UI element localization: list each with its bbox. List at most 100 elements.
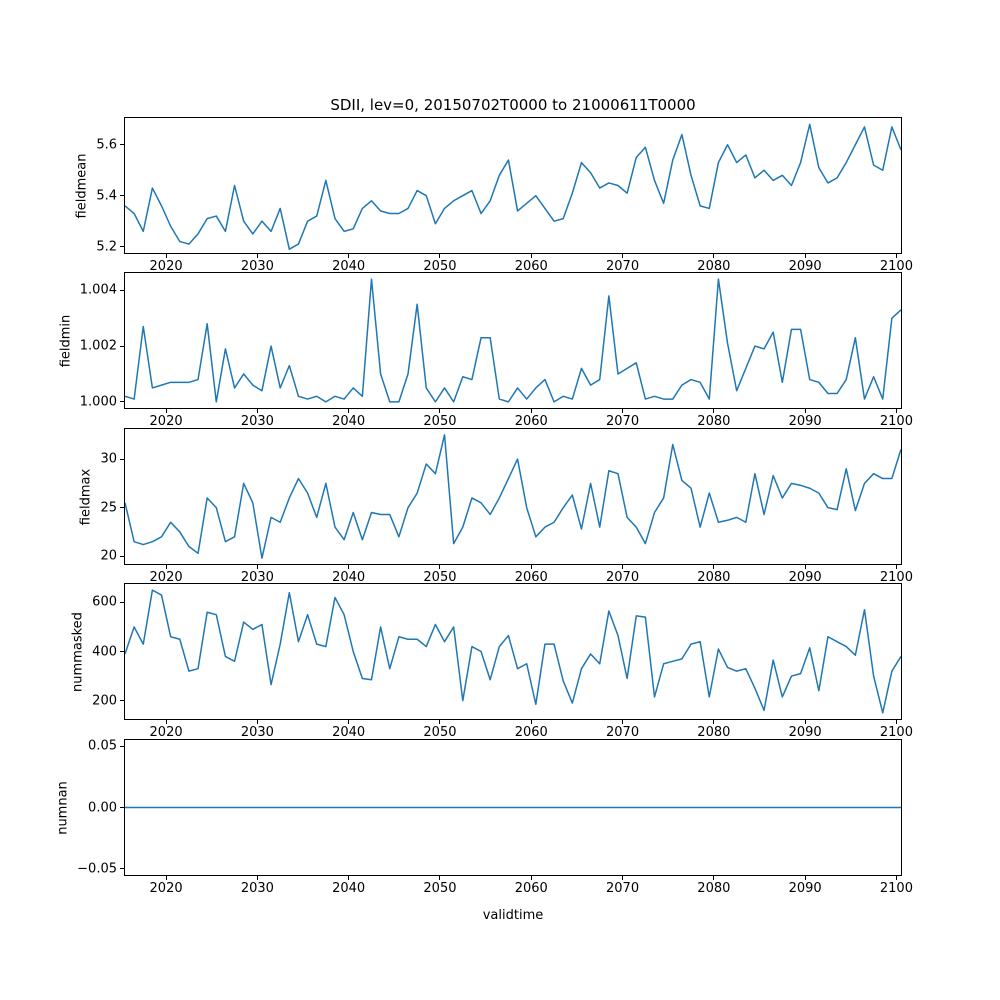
x-tick-mark xyxy=(439,254,441,258)
y-axis-label-fieldmax: fieldmax xyxy=(78,468,94,525)
x-tick-mark xyxy=(622,565,624,569)
x-tick-mark xyxy=(530,876,532,880)
x-tick-label: 2080 xyxy=(697,414,731,429)
x-tick-label: 2050 xyxy=(423,259,457,274)
axes-fieldmin xyxy=(124,272,902,409)
y-tick-mark xyxy=(120,700,124,702)
x-tick-label: 2040 xyxy=(332,259,366,274)
x-tick-label: 2080 xyxy=(697,570,731,585)
x-tick-label: 2060 xyxy=(514,259,548,274)
x-tick-mark xyxy=(713,409,715,413)
y-tick-label: 5.2 xyxy=(96,239,117,255)
y-tick-mark xyxy=(120,289,124,291)
x-tick-mark xyxy=(713,254,715,258)
y-tick-label: 5.4 xyxy=(96,188,117,204)
x-tick-label: 2090 xyxy=(788,570,822,585)
x-tick-mark xyxy=(530,254,532,258)
y-axis-label-nummasked: nummasked xyxy=(70,611,86,692)
y-tick-label: 20 xyxy=(100,548,117,564)
x-tick-label: 2070 xyxy=(606,414,640,429)
x-tick-mark xyxy=(348,720,350,724)
x-tick-label: 2080 xyxy=(697,259,731,274)
y-tick-mark xyxy=(120,601,124,603)
y-tick-mark xyxy=(120,868,124,870)
fieldmean-plot-area xyxy=(125,123,901,250)
x-tick-mark xyxy=(439,409,441,413)
x-tick-mark xyxy=(804,565,806,569)
axes-numnan xyxy=(124,739,902,876)
x-tick-mark xyxy=(348,409,350,413)
fieldmin-line xyxy=(125,278,901,403)
y-tick-label: 1.000 xyxy=(79,394,117,410)
x-tick-label: 2060 xyxy=(514,414,548,429)
x-tick-mark xyxy=(439,720,441,724)
x-tick-label: 2090 xyxy=(788,881,822,896)
x-tick-label: 2090 xyxy=(788,725,822,740)
x-tick-label: 2100 xyxy=(879,881,913,896)
y-tick-mark xyxy=(120,807,124,808)
y-axis-label-fieldmin: fieldmin xyxy=(58,314,74,367)
x-tick-mark xyxy=(165,565,167,569)
y-tick-mark xyxy=(120,745,124,747)
y-tick-label: 1.004 xyxy=(79,282,117,298)
y-axis-label-numnan: numnan xyxy=(55,780,71,835)
x-tick-mark xyxy=(622,720,624,724)
x-tick-label: 2020 xyxy=(149,881,183,896)
x-tick-mark xyxy=(348,254,350,258)
x-tick-mark xyxy=(622,876,624,880)
x-tick-mark xyxy=(713,720,715,724)
axes-fieldmax xyxy=(124,428,902,565)
y-tick-label: 5.6 xyxy=(96,137,117,153)
axes-nummasked xyxy=(124,583,902,720)
x-tick-label: 2040 xyxy=(332,881,366,896)
x-tick-mark xyxy=(165,720,167,724)
x-tick-label: 2020 xyxy=(149,259,183,274)
x-tick-mark xyxy=(530,409,532,413)
x-tick-label: 2100 xyxy=(879,259,913,274)
y-tick-mark xyxy=(120,345,124,347)
y-tick-label: 25 xyxy=(100,500,117,516)
x-tick-label: 2050 xyxy=(423,881,457,896)
x-tick-label: 2080 xyxy=(697,725,731,740)
x-tick-mark xyxy=(530,565,532,569)
fieldmax-line xyxy=(125,434,901,559)
fieldmean-line xyxy=(125,123,901,250)
x-tick-mark xyxy=(895,720,897,724)
y-tick-mark xyxy=(120,401,124,403)
y-tick-label: −0.05 xyxy=(77,861,117,877)
x-tick-mark xyxy=(439,876,441,880)
x-tick-mark xyxy=(804,409,806,413)
axes-fieldmean xyxy=(124,117,902,254)
x-tick-label: 2100 xyxy=(879,414,913,429)
x-tick-mark xyxy=(804,720,806,724)
x-tick-label: 2020 xyxy=(149,570,183,585)
y-tick-mark xyxy=(120,458,124,460)
y-tick-label: 400 xyxy=(92,644,117,659)
x-axis-label: validtime xyxy=(482,908,544,923)
x-tick-label: 2030 xyxy=(240,259,274,274)
x-tick-mark xyxy=(804,876,806,880)
y-tick-mark xyxy=(120,507,124,509)
x-tick-mark xyxy=(895,876,897,880)
y-tick-label: 1.002 xyxy=(79,338,117,354)
x-tick-label: 2070 xyxy=(606,570,640,585)
x-tick-label: 2050 xyxy=(423,414,457,429)
x-tick-label: 2070 xyxy=(606,259,640,274)
y-tick-mark xyxy=(120,246,124,248)
x-tick-mark xyxy=(622,409,624,413)
y-tick-label: 600 xyxy=(92,594,117,610)
x-tick-label: 2100 xyxy=(879,570,913,585)
y-tick-mark xyxy=(120,195,124,197)
x-tick-label: 2060 xyxy=(514,881,548,896)
x-tick-label: 2060 xyxy=(514,725,548,740)
x-tick-mark xyxy=(165,409,167,413)
x-tick-mark xyxy=(895,254,897,258)
x-tick-mark xyxy=(256,720,258,724)
x-tick-label: 2060 xyxy=(514,570,548,585)
x-tick-mark xyxy=(348,565,350,569)
x-tick-label: 2100 xyxy=(879,725,913,740)
x-tick-label: 2070 xyxy=(606,725,640,740)
x-tick-label: 2030 xyxy=(240,414,274,429)
y-tick-label: 0.05 xyxy=(88,738,117,754)
y-tick-mark xyxy=(120,555,124,557)
